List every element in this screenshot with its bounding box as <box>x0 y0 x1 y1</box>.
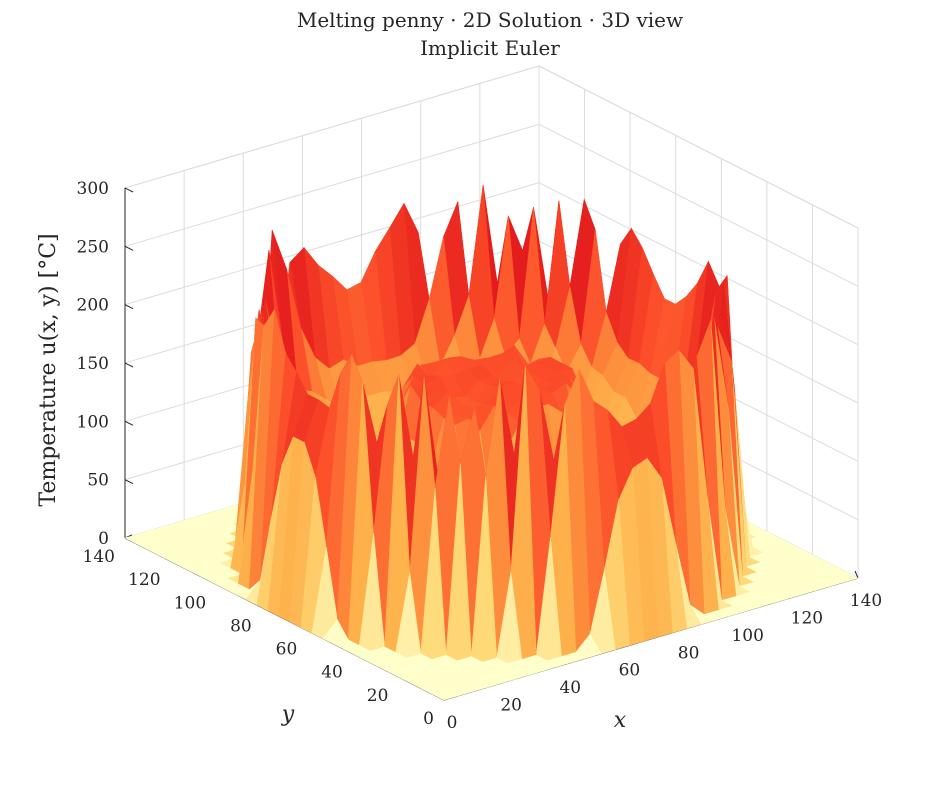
surface-layer <box>124 184 859 701</box>
z-tick-mark <box>124 187 134 193</box>
y-axis-label: y <box>281 702 295 727</box>
z-tick-mark <box>124 245 134 251</box>
z-tick-label: 0 <box>98 529 109 549</box>
x-tick-label: 40 <box>559 678 581 698</box>
y-tick-label: 40 <box>321 663 343 683</box>
x-tick-mark <box>854 570 859 579</box>
x-axis-label: x <box>614 708 627 733</box>
z-tick-mark <box>124 479 134 485</box>
z-tick-label: 300 <box>77 179 109 199</box>
grid-line-z <box>538 123 859 287</box>
y-tick-label: 120 <box>128 570 160 590</box>
chart-subtitle: Implicit Euler <box>420 36 560 60</box>
y-tick-label: 20 <box>367 686 389 706</box>
grid-line-z-back <box>124 65 540 189</box>
z-tick-label: 100 <box>77 412 109 432</box>
chart-title: Melting penny · 2D Solution · 3D view <box>296 8 684 32</box>
z-tick-label: 200 <box>77 296 109 316</box>
z-tick-label: 250 <box>77 237 109 257</box>
y-tick-label: 0 <box>423 709 434 729</box>
grid-line-z <box>538 182 859 346</box>
y-tick-label: 80 <box>230 616 252 636</box>
chart-title-block: Melting penny · 2D Solution · 3D view Im… <box>0 6 947 62</box>
grid-line-z-back <box>124 123 540 247</box>
z-tick-mark <box>124 362 134 368</box>
x-tick-label: 60 <box>619 661 641 681</box>
tick-labels: 0204060801001201400204060801001201400501… <box>77 179 883 733</box>
z-tick-mark <box>124 420 134 426</box>
y-tick-label: 60 <box>276 640 298 660</box>
z-tick-label: 50 <box>87 471 109 491</box>
x-tick-label: 80 <box>678 643 700 663</box>
x-tick-label: 0 <box>447 713 458 733</box>
z-tick-mark <box>124 304 134 310</box>
grid-line-z-back <box>124 182 540 306</box>
y-tick-label: 140 <box>83 547 115 567</box>
z-tick-label: 150 <box>77 354 109 374</box>
x-tick-label: 20 <box>500 696 522 716</box>
x-tick-label: 120 <box>791 608 823 628</box>
grid-line-z <box>538 65 859 229</box>
surface-patch <box>432 689 460 701</box>
y-tick-label: 100 <box>174 593 206 613</box>
x-tick-label: 140 <box>850 591 882 611</box>
z-axis-label: Temperature u(x, y) [°C] <box>36 233 61 506</box>
x-tick-label: 100 <box>731 626 763 646</box>
